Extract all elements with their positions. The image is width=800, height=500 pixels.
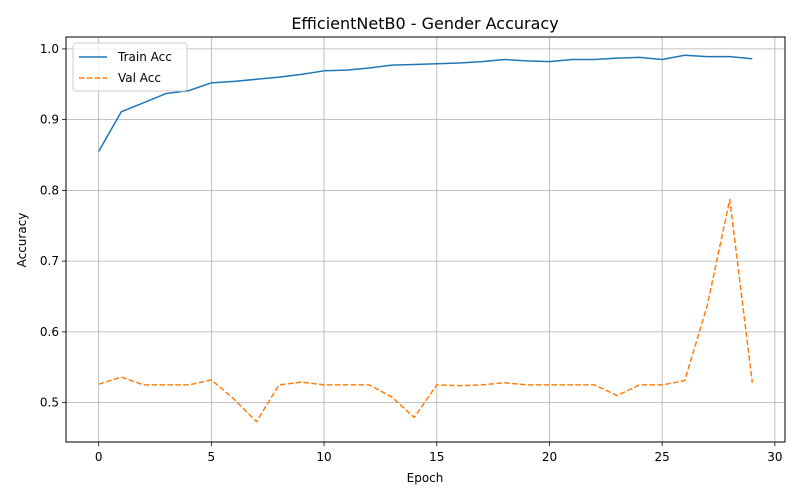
legend-label: Train Acc <box>117 50 172 64</box>
x-tick-label: 25 <box>655 450 670 464</box>
x-axis: 0 5 10 15 20 25 30 <box>95 442 782 464</box>
y-tick-label: 1.0 <box>40 42 59 56</box>
plot-frame <box>65 36 786 443</box>
legend-box <box>72 42 188 92</box>
series-line-val-acc <box>98 198 754 423</box>
grid-lines <box>66 37 785 442</box>
x-tick-label: 30 <box>767 450 782 464</box>
y-tick-label: 0.7 <box>40 254 59 268</box>
y-tick-label: 0.8 <box>40 183 59 197</box>
x-tick-label: 5 <box>208 450 216 464</box>
y-tick-label: 0.5 <box>40 396 59 410</box>
y-axis: 0.5 0.6 0.7 0.8 0.9 1.0 <box>40 42 66 410</box>
x-tick-label: 10 <box>316 450 331 464</box>
series-line-train-acc <box>98 54 753 152</box>
legend: Train Acc Val Acc <box>72 42 188 92</box>
y-axis-title: Accuracy <box>15 213 29 268</box>
chart-title: EfficientNetB0 - Gender Accuracy <box>291 14 558 33</box>
data-lines <box>98 54 754 423</box>
x-tick-label: 15 <box>429 450 444 464</box>
legend-label: Val Acc <box>118 71 161 85</box>
y-tick-label: 0.9 <box>40 113 59 127</box>
x-axis-title: Epoch <box>407 471 444 485</box>
y-tick-label: 0.6 <box>40 325 59 339</box>
x-tick-label: 0 <box>95 450 103 464</box>
x-tick-label: 20 <box>542 450 557 464</box>
